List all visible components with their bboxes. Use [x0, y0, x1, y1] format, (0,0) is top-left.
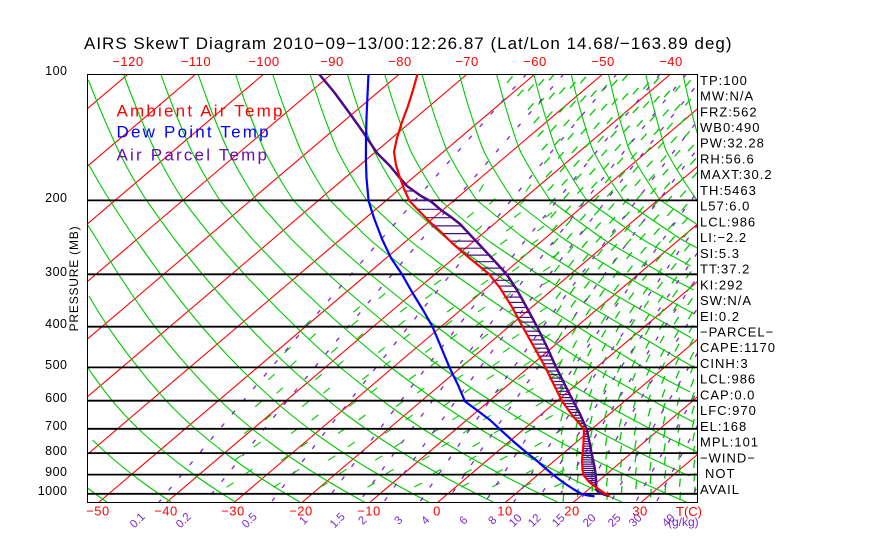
- svg-text:LFC:970: LFC:970: [700, 403, 757, 418]
- svg-text:AIRS SkewT Diagram 2010−09−13/: AIRS SkewT Diagram 2010−09−13/00:12:26.8…: [84, 34, 733, 53]
- svg-text:KI:292: KI:292: [700, 277, 744, 292]
- svg-text:MPL:101: MPL:101: [700, 435, 759, 450]
- svg-text:400: 400: [45, 317, 67, 331]
- svg-text:CAPE:1170: CAPE:1170: [700, 340, 776, 355]
- svg-text:30: 30: [632, 504, 647, 519]
- svg-text:−50: −50: [86, 504, 110, 519]
- svg-text:−20: −20: [289, 504, 313, 519]
- svg-text:CINH:3: CINH:3: [700, 356, 749, 371]
- svg-text:−10: −10: [357, 504, 381, 519]
- svg-text:TP:100: TP:100: [700, 73, 748, 88]
- svg-text:(g/kg): (g/kg): [668, 515, 699, 529]
- svg-text:−120: −120: [112, 54, 143, 69]
- svg-text:CAP:0.0: CAP:0.0: [700, 387, 755, 402]
- svg-text:AVAIL: AVAIL: [700, 482, 740, 497]
- svg-text:NOT: NOT: [705, 466, 735, 481]
- svg-text:LCL:986: LCL:986: [700, 214, 756, 229]
- svg-text:T(C): T(C): [676, 504, 702, 519]
- svg-text:SW:N/A: SW:N/A: [700, 293, 752, 308]
- svg-text:TH:5463: TH:5463: [700, 183, 757, 198]
- svg-text:−80: −80: [388, 54, 412, 69]
- svg-text:900: 900: [45, 465, 67, 479]
- svg-text:L57:6.0: L57:6.0: [700, 199, 750, 214]
- svg-text:−100: −100: [248, 54, 279, 69]
- svg-text:−40: −40: [659, 54, 683, 69]
- svg-text:−WIND−: −WIND−: [700, 450, 756, 465]
- svg-text:−90: −90: [320, 54, 344, 69]
- svg-text:300: 300: [45, 265, 67, 279]
- svg-text:700: 700: [45, 419, 67, 433]
- svg-text:−70: −70: [455, 54, 479, 69]
- svg-text:10: 10: [497, 504, 512, 519]
- svg-text:−40: −40: [154, 504, 178, 519]
- svg-text:−60: −60: [523, 54, 547, 69]
- svg-text:100: 100: [45, 64, 67, 78]
- svg-text:1000: 1000: [38, 484, 68, 498]
- svg-text:LI:−2.2: LI:−2.2: [700, 230, 747, 245]
- svg-text:LCL:986: LCL:986: [700, 372, 756, 387]
- svg-text:Air Parcel Temp: Air Parcel Temp: [117, 146, 270, 165]
- svg-text:WB0:490: WB0:490: [700, 120, 760, 135]
- svg-text:PRESSURE (MB): PRESSURE (MB): [67, 226, 81, 332]
- svg-text:Ambient Air Temp: Ambient Air Temp: [117, 102, 285, 121]
- svg-text:MAXT:30.2: MAXT:30.2: [700, 167, 773, 182]
- svg-text:Dew Point Temp: Dew Point Temp: [117, 123, 271, 142]
- svg-text:PW:32.28: PW:32.28: [700, 136, 765, 151]
- svg-text:MW:N/A: MW:N/A: [700, 89, 754, 104]
- svg-text:EL:168: EL:168: [700, 419, 747, 434]
- svg-text:EI:0.2: EI:0.2: [700, 309, 740, 324]
- svg-text:SI:5.3: SI:5.3: [700, 246, 740, 261]
- svg-text:500: 500: [45, 358, 67, 372]
- svg-text:TT:37.2: TT:37.2: [700, 262, 750, 277]
- svg-text:−30: −30: [221, 504, 245, 519]
- svg-text:20: 20: [564, 504, 579, 519]
- svg-text:−110: −110: [181, 54, 211, 69]
- svg-text:200: 200: [45, 191, 67, 205]
- svg-text:FRZ:562: FRZ:562: [700, 104, 758, 119]
- svg-text:0: 0: [433, 504, 441, 519]
- svg-text:RH:56.6: RH:56.6: [700, 151, 755, 166]
- svg-text:−PARCEL−: −PARCEL−: [700, 325, 774, 340]
- svg-text:600: 600: [45, 391, 67, 405]
- svg-text:800: 800: [45, 444, 67, 458]
- svg-text:−50: −50: [591, 54, 615, 69]
